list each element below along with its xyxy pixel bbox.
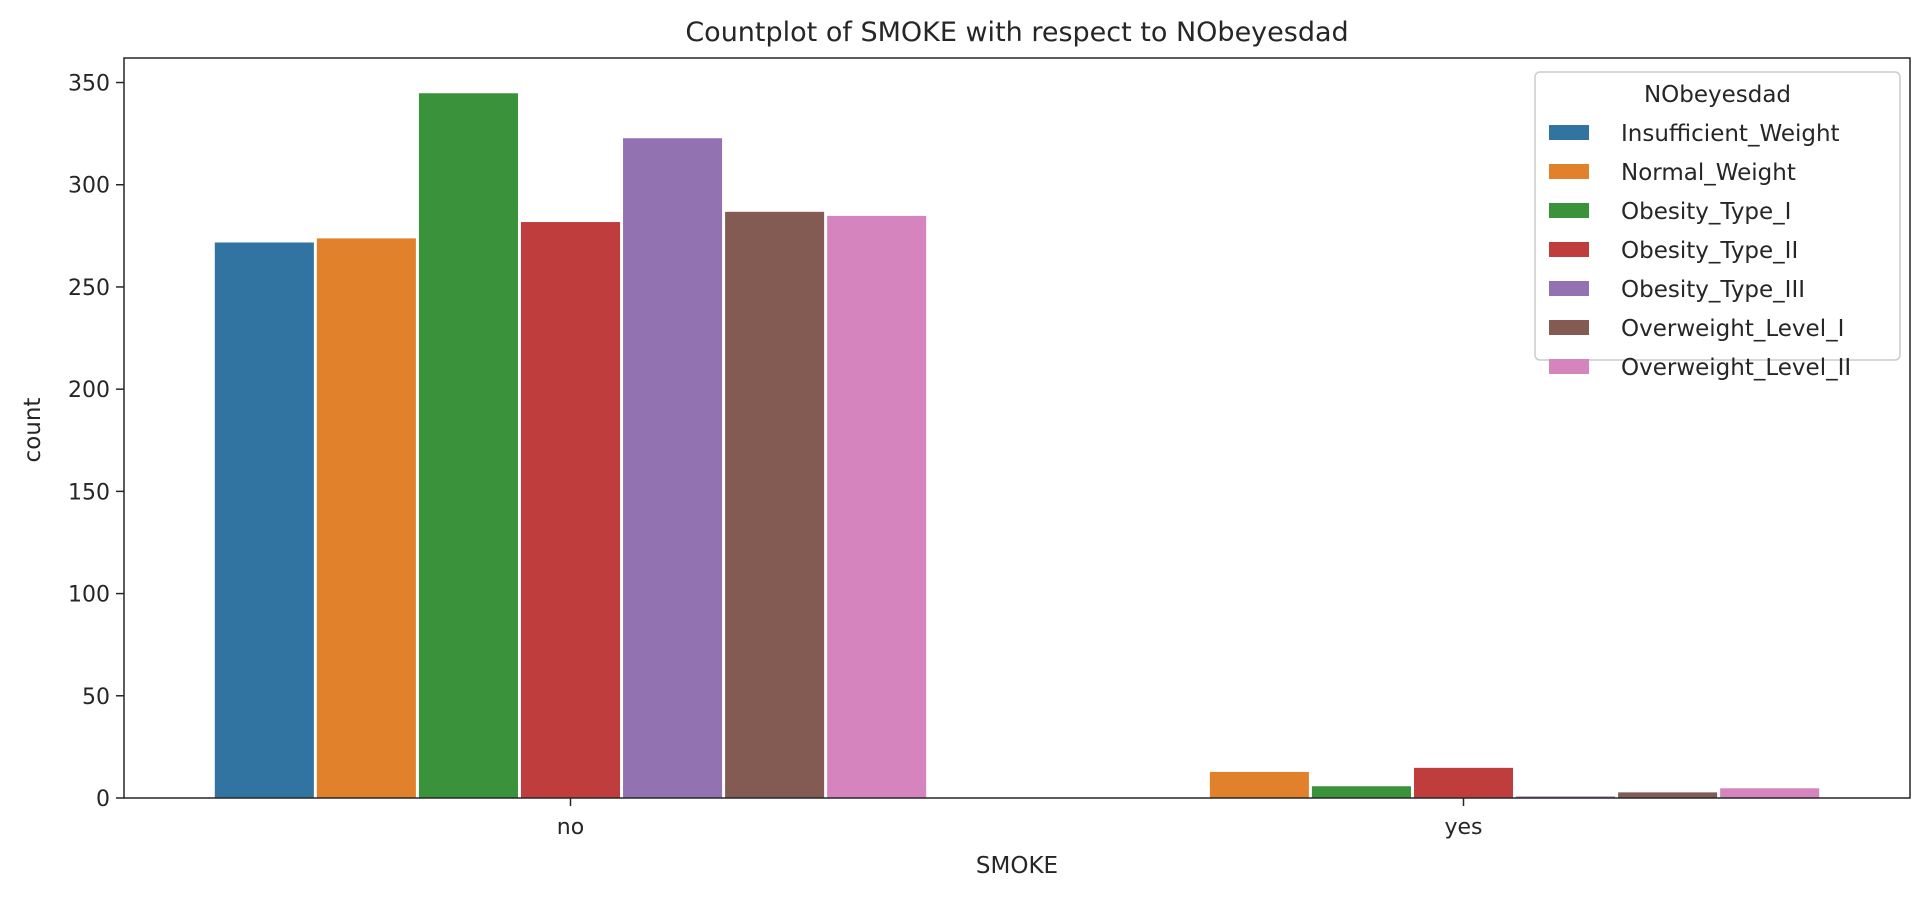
bar-obesity-type-i-no	[417, 92, 519, 799]
legend-swatch-obesity-type-i	[1549, 203, 1589, 218]
y-tick-label: 250	[68, 276, 110, 301]
bar-insufficient-weight-no	[213, 241, 315, 799]
legend-swatch-overweight-level-i	[1549, 320, 1589, 335]
y-tick-label: 300	[68, 174, 110, 199]
y-tick-label: 200	[68, 378, 110, 403]
y-tick-label: 350	[68, 72, 110, 97]
y-axis-label: count	[20, 398, 46, 463]
legend-label-insufficient-weight: Insufficient_Weight	[1621, 121, 1840, 147]
legend-label-overweight-level-i: Overweight_Level_I	[1621, 316, 1844, 342]
x-axis-label: SMOKE	[976, 853, 1058, 879]
bar-obesity-type-i-yes	[1310, 785, 1412, 799]
bar-overweight-level-ii-no	[826, 214, 928, 799]
bar-obesity-type-ii-yes	[1412, 766, 1515, 799]
plot-area	[213, 92, 1821, 799]
x-tick-label-yes: yes	[1444, 815, 1482, 840]
x-tick-label-no: no	[557, 815, 584, 840]
bar-overweight-level-i-no	[724, 210, 826, 799]
legend-box	[1534, 71, 1901, 361]
legend-swatch-overweight-level-ii	[1549, 359, 1589, 374]
bar-normal-weight-no	[315, 237, 417, 799]
legend-title: NObeyesdad	[1644, 82, 1791, 108]
y-tick-label: 0	[96, 787, 110, 812]
y-tick-label: 50	[82, 685, 110, 710]
bar-normal-weight-yes	[1208, 770, 1310, 799]
bar-overweight-level-i-yes	[1617, 791, 1719, 799]
legend-swatch-insufficient-weight	[1549, 125, 1589, 140]
legend-swatch-obesity-type-iii	[1549, 281, 1589, 296]
legend-label-obesity-type-iii: Obesity_Type_III	[1621, 277, 1805, 303]
y-tick-label: 150	[68, 480, 110, 505]
legend-label-obesity-type-i: Obesity_Type_I	[1621, 199, 1791, 225]
legend-swatch-obesity-type-ii	[1549, 242, 1589, 257]
legend-label-overweight-level-ii: Overweight_Level_II	[1621, 355, 1851, 381]
bar-obesity-type-ii-no	[519, 221, 622, 799]
legend-label-obesity-type-ii: Obesity_Type_II	[1621, 238, 1798, 264]
axes-frame	[123, 57, 1911, 799]
legend: NObeyesdad Insufficient_Weight Normal_Weig…	[1534, 71, 1901, 381]
chart-title: Countplot of SMOKE with respect to NObey…	[685, 17, 1348, 48]
bar-obesity-type-iii-no	[622, 137, 724, 799]
axes-layer: 0 50 100 150 200 250 300 350 no yes	[68, 57, 1911, 840]
legend-swatch-normal-weight	[1549, 164, 1589, 179]
bar-overweight-level-ii-yes	[1719, 787, 1821, 799]
legend-label-normal-weight: Normal_Weight	[1621, 160, 1796, 186]
y-tick-label: 100	[68, 583, 110, 608]
